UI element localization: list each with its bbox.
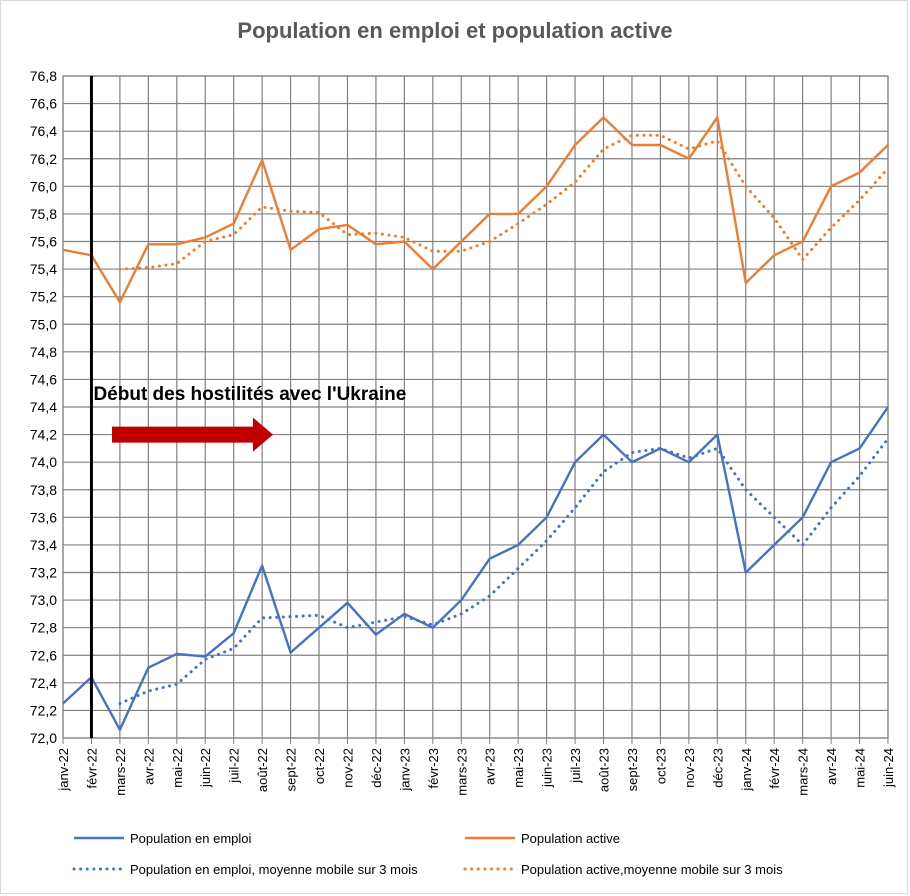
y-tick-label: 76,8 — [30, 68, 57, 84]
series-line-2 — [62, 116, 889, 304]
x-tick-label: sept-22 — [284, 748, 299, 791]
x-tick-label: juil-22 — [227, 748, 242, 784]
x-tick-label: avr-24 — [824, 748, 839, 785]
x-tick-label: juin-22 — [198, 748, 213, 788]
x-tick-label: mai-22 — [170, 748, 185, 788]
series-line-3 — [118, 437, 890, 705]
x-tick-label: févr-22 — [84, 748, 99, 788]
x-tick-label: juin-23 — [540, 748, 555, 788]
y-tick-label: 76,0 — [30, 178, 57, 194]
y-tick-label: 73,4 — [30, 537, 57, 553]
grid-lines — [62, 75, 889, 739]
x-tick-label: juin-24 — [881, 748, 896, 788]
x-tick-label: sept-23 — [625, 748, 640, 791]
y-tick-label: 73,6 — [30, 509, 57, 525]
x-tick-label: janv-23 — [397, 748, 412, 792]
x-tick-label: mars-24 — [796, 748, 811, 796]
y-tick-label: 73,0 — [30, 592, 57, 608]
annotation-text: Début des hostilités avec l'Ukraine — [93, 384, 406, 405]
series-line-4 — [118, 133, 890, 271]
y-tick-label: 75,6 — [30, 234, 57, 250]
x-tick-label: août-22 — [255, 748, 270, 792]
x-tick-label: déc-22 — [369, 748, 384, 788]
y-tick-label: 76,6 — [30, 96, 57, 112]
chart-title: Population en emploi et population activ… — [237, 18, 673, 43]
x-tick-label: avr-23 — [483, 748, 498, 785]
x-tick-label: déc-23 — [710, 748, 725, 788]
y-tick-label: 76,4 — [30, 123, 57, 139]
y-tick-label: 76,2 — [30, 151, 57, 167]
y-tick-label: 74,6 — [30, 371, 57, 387]
y-tick-label: 74,0 — [30, 454, 57, 470]
y-tick-label: 72,2 — [30, 702, 57, 718]
x-tick-label: févr-23 — [426, 748, 441, 788]
x-tick-label: févr-24 — [767, 748, 782, 788]
y-tick-label: 72,6 — [30, 647, 57, 663]
series-line-1 — [62, 406, 889, 731]
x-tick-label: oct-22 — [312, 748, 327, 784]
legend-label-3: Population en emploi, moyenne mobile sur… — [130, 862, 418, 877]
legend-label-1: Population en emploi — [130, 831, 252, 846]
y-tick-label: 75,2 — [30, 289, 57, 305]
y-tick-label: 72,4 — [30, 675, 57, 691]
y-axis-ticks: 72,0 72,2 72,4 72,6 72,8 73,0 73,2 73,4 73,6 73,8… — [30, 68, 57, 746]
legend: Population en emploi Population active Pop… — [72, 831, 783, 877]
y-tick-label: 75,4 — [30, 261, 57, 277]
x-tick-label: janv-22 — [56, 748, 71, 792]
legend-label-2: Population active — [521, 831, 620, 846]
arrow-icon — [112, 417, 273, 452]
x-tick-label: nov-23 — [682, 748, 697, 788]
x-tick-label: juil-23 — [568, 748, 583, 784]
x-tick-label: mai-24 — [853, 748, 868, 788]
y-tick-label: 72,0 — [30, 730, 57, 746]
y-tick-label: 75,0 — [30, 316, 57, 332]
y-tick-label: 74,8 — [30, 344, 57, 360]
y-tick-label: 72,8 — [30, 620, 57, 636]
x-tick-label: avr-22 — [141, 748, 156, 785]
legend-label-4: Population active,moyenne mobile sur 3 m… — [521, 862, 783, 877]
x-tick-label: janv-24 — [739, 748, 754, 792]
series-lines — [62, 116, 890, 731]
x-axis-ticks: janv-22 févr-22 mars-22 avr-22 mai-22 juin-22… — [56, 738, 896, 796]
x-tick-label: août-23 — [597, 748, 612, 792]
x-tick-label: mai-23 — [511, 748, 526, 788]
annotation-layer: Début des hostilités avec l'Ukraine — [89, 76, 406, 738]
x-tick-label: nov-22 — [340, 748, 355, 788]
x-tick-label: mars-22 — [113, 748, 128, 796]
y-tick-label: 74,4 — [30, 399, 57, 415]
y-tick-label: 73,8 — [30, 482, 57, 498]
x-tick-label: oct-23 — [653, 748, 668, 784]
y-tick-label: 75,8 — [30, 206, 57, 222]
y-tick-label: 74,2 — [30, 427, 57, 443]
y-tick-label: 73,2 — [30, 565, 57, 581]
x-tick-label: mars-23 — [454, 748, 469, 796]
